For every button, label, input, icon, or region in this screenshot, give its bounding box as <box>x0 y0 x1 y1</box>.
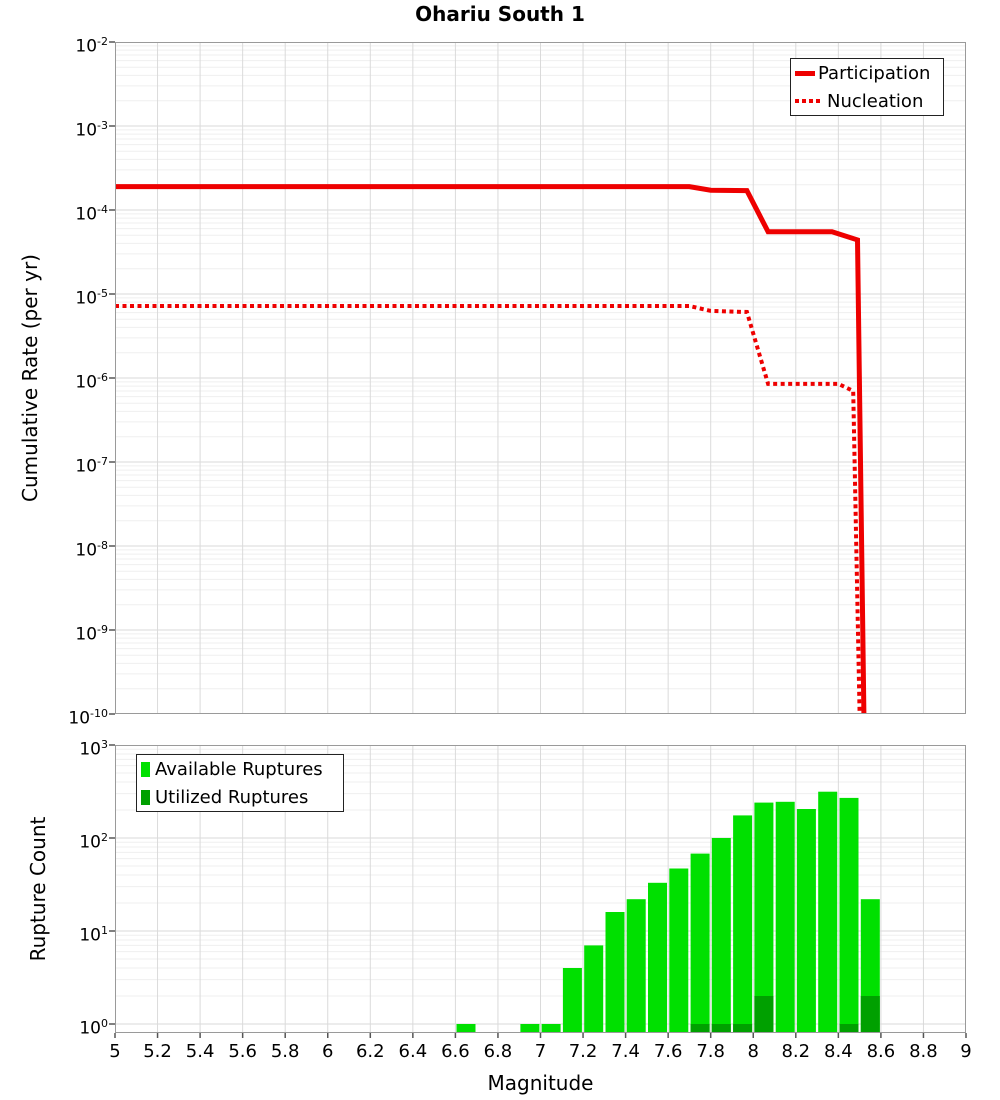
x-tick-label: 6.4 <box>398 1041 428 1062</box>
bar-utilized <box>733 1024 753 1033</box>
x-tick-label: 5.6 <box>228 1041 257 1062</box>
bottom-legend: Available Ruptures Utilized Ruptures <box>136 754 344 812</box>
x-tick-label: 6.6 <box>441 1041 470 1062</box>
y-tick-label: 102 <box>79 831 108 853</box>
top-chart-plot-area <box>109 41 966 715</box>
bar-available <box>520 1024 540 1033</box>
plot-border <box>115 745 966 1033</box>
x-tick-label: 8 <box>747 1041 759 1062</box>
axis-ticks <box>109 41 115 715</box>
y-tick-label: 10-2 <box>75 35 108 57</box>
x-tick-label: 7.2 <box>568 1041 598 1062</box>
y-tick-label: 10-6 <box>75 371 108 393</box>
gridlines <box>115 42 966 714</box>
top-legend: Participation Nucleation <box>790 58 944 116</box>
bar-available <box>605 912 625 1033</box>
x-tick-label: 7.6 <box>653 1041 683 1062</box>
x-tick-label: 8.4 <box>824 1041 853 1062</box>
participation-line <box>115 184 867 715</box>
participation-line-swatch <box>795 70 815 76</box>
nucleation-line <box>115 304 862 715</box>
x-tick-label: 6 <box>322 1041 334 1062</box>
bar-available <box>754 802 774 1033</box>
legend-label-nucleation: Nucleation <box>827 90 924 112</box>
bar-utilized <box>711 1024 731 1033</box>
bar-available <box>648 882 667 1033</box>
y-tick-label: 10-9 <box>75 623 108 645</box>
available-ruptures-bars <box>456 791 880 1033</box>
x-tick-label: 6.2 <box>355 1041 385 1062</box>
bar-available <box>562 968 582 1033</box>
bar-available <box>733 815 753 1033</box>
bar-available <box>818 791 838 1033</box>
y-tick-label: 101 <box>79 924 108 946</box>
y-tick-label: 10-8 <box>75 539 108 561</box>
bar-utilized <box>860 996 880 1033</box>
legend-row-nucleation: Nucleation <box>791 87 943 115</box>
nucleation-line-swatch <box>795 99 822 103</box>
legend-label-available: Available Ruptures <box>155 758 323 780</box>
bar-available <box>711 838 731 1033</box>
y-tick-label: 10-4 <box>75 203 108 225</box>
bar-available <box>456 1024 476 1033</box>
bar-available <box>541 1024 561 1033</box>
x-tick-label: 9 <box>960 1041 972 1062</box>
x-axis-title: Magnitude <box>487 1071 594 1095</box>
x-tick-label: 5.2 <box>143 1041 172 1062</box>
legend-label-utilized: Utilized Ruptures <box>155 786 309 808</box>
x-tick-label: 8.8 <box>909 1041 938 1062</box>
legend-row-utilized: Utilized Ruptures <box>137 783 343 811</box>
bar-available <box>796 809 816 1033</box>
page-title: Ohariu South 1 <box>415 2 585 26</box>
utilized-ruptures-swatch <box>141 789 150 805</box>
bar-utilized <box>754 996 774 1033</box>
x-tick-label: 5.8 <box>270 1041 300 1062</box>
bar-utilized <box>690 1024 710 1033</box>
y-tick-label: 103 <box>79 738 108 760</box>
bottom-y-axis-title: Rupture Count <box>26 816 50 962</box>
bar-available <box>775 801 795 1033</box>
available-ruptures-swatch <box>141 761 150 777</box>
x-tick-label: 7.8 <box>696 1041 725 1062</box>
bar-available <box>626 899 646 1033</box>
y-tick-label: 10-7 <box>75 455 108 477</box>
bar-utilized <box>839 1024 859 1033</box>
legend-row-participation: Participation <box>791 59 943 87</box>
y-tick-label: 10-5 <box>75 287 108 309</box>
bar-available <box>839 797 859 1033</box>
y-tick-label: 100 <box>79 1017 108 1039</box>
x-tick-label: 7 <box>534 1041 547 1062</box>
bar-available <box>669 868 689 1033</box>
x-tick-label: 8.2 <box>781 1041 811 1062</box>
x-tick-label: 8.6 <box>866 1041 896 1062</box>
bar-available <box>584 945 604 1033</box>
plot-border <box>115 42 966 714</box>
x-tick-label: 5.4 <box>185 1041 215 1062</box>
legend-label-participation: Participation <box>818 62 931 84</box>
legend-row-available: Available Ruptures <box>137 755 343 783</box>
x-tick-label: 6.8 <box>483 1041 513 1062</box>
axis-ticks <box>109 744 967 1038</box>
x-tick-label: 7.4 <box>611 1041 640 1062</box>
y-tick-label: 10-3 <box>75 119 108 141</box>
top-y-axis-title: Cumulative Rate (per yr) <box>18 254 42 502</box>
y-tick-label: 10-10 <box>68 707 108 729</box>
x-tick-label: 5 <box>109 1041 121 1062</box>
bar-available <box>690 853 710 1033</box>
utilized-ruptures-bars <box>690 996 880 1033</box>
